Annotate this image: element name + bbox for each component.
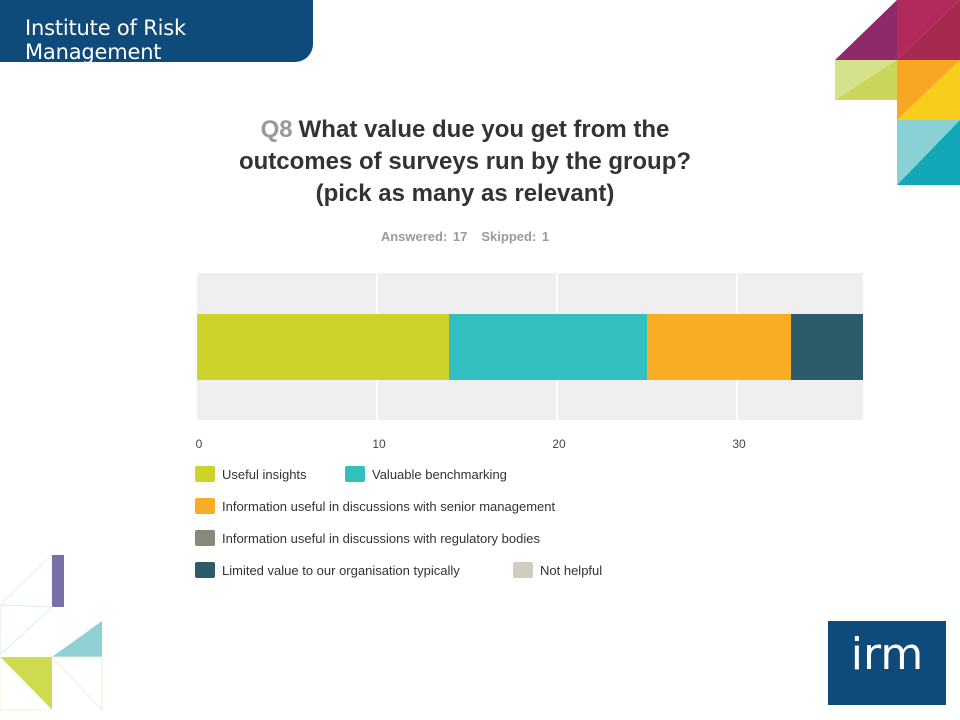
x-tick-label-10: 10 — [372, 437, 386, 451]
x-tick-label-20: 20 — [552, 437, 566, 451]
response-summary: Answered: 17 Skipped: 1 — [200, 229, 730, 244]
x-tick-label-30: 30 — [732, 437, 746, 451]
skipped-count: Skipped: 1 — [481, 229, 550, 244]
legend-swatch-5 — [513, 562, 533, 578]
irm-logo-text: irm — [850, 629, 924, 680]
legend-swatch-3 — [195, 530, 215, 546]
legend-item-0: Useful insights — [195, 466, 307, 482]
chart-title-line-1: Q8 What value due you get from the — [200, 114, 730, 146]
legend-item-4: Limited value to our organisation typica… — [195, 562, 460, 578]
legend-item-3: Information useful in discussions with r… — [195, 530, 540, 546]
decorative-triangles-bottom-left — [0, 553, 103, 712]
legend-label-4: Limited value to our organisation typica… — [222, 562, 460, 578]
legend-label-3: Information useful in discussions with r… — [222, 530, 540, 546]
irm-logo: irm — [828, 621, 946, 705]
legend-label-1: Valuable benchmarking — [372, 466, 507, 482]
legend-swatch-1 — [345, 466, 365, 482]
answered-count: Answered: 17 — [380, 229, 468, 244]
chart-title-line-3: (pick as many as relevant) — [315, 180, 615, 207]
legend-item-2: Information useful in discussions with s… — [195, 498, 555, 514]
legend-label-5: Not helpful — [540, 562, 603, 578]
legend-item-5: Not helpful — [513, 562, 602, 578]
org-name: Institute of Risk Management — [25, 16, 186, 64]
legend-swatch-0 — [195, 466, 215, 482]
legend-swatch-2 — [195, 498, 215, 514]
bar-segment-0 — [197, 314, 449, 380]
bar-segment-1 — [449, 314, 647, 380]
legend-label-0: Useful insights — [222, 466, 307, 482]
bar-segment-2 — [647, 314, 791, 380]
chart-title: Q8 What value due you get from the outcom… — [200, 114, 730, 210]
legend-label-2: Information useful in discussions with s… — [222, 498, 556, 514]
bar-segment-4 — [791, 314, 863, 380]
legend-swatch-4 — [195, 562, 215, 578]
title-text-1: What value due you get from the — [298, 116, 670, 143]
question-number: Q8 — [260, 116, 293, 143]
chart-title-line-2: outcomes of surveys run by the group? — [238, 148, 692, 175]
x-tick-label-0: 0 — [196, 437, 203, 451]
header-banner: Institute of Risk Management — [0, 0, 313, 64]
decorative-triangles-top-right — [835, 0, 960, 185]
legend-item-1: Valuable benchmarking — [345, 466, 507, 482]
